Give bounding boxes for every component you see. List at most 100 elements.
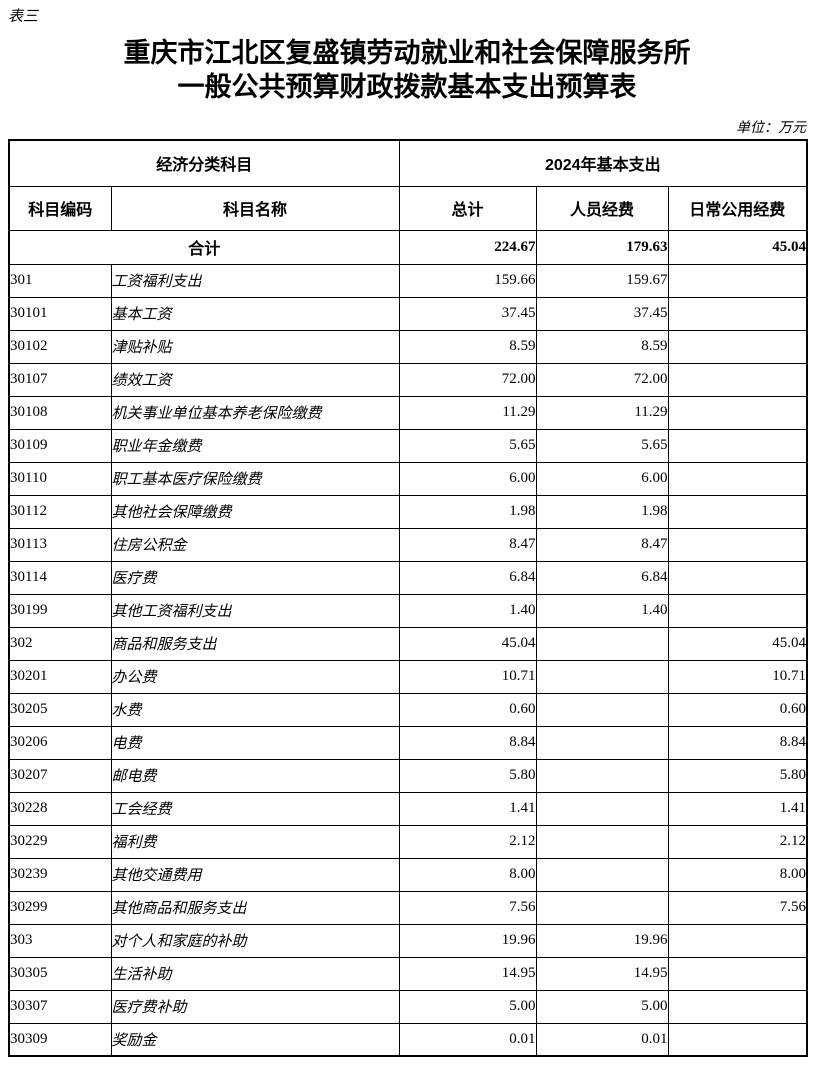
personnel-funds-cell <box>535 791 669 826</box>
daily-public-funds-cell <box>667 593 808 628</box>
subject-name-cell: 职业年金缴费 <box>110 428 400 463</box>
table-row: 30110 职工基本医疗保险缴费 6.00 6.00 <box>8 461 808 496</box>
table-number-tag: 表三 <box>8 9 39 25</box>
personnel-funds-cell <box>535 659 669 694</box>
subject-name-cell: 住房公积金 <box>110 527 400 562</box>
subject-code-cell: 302 <box>8 626 112 661</box>
daily-public-funds-cell: 5.80 <box>667 758 808 793</box>
budget-table: 经济分类科目 2024年基本支出 科目编码 科目名称 总计 人员经费 日常公用经… <box>8 139 809 1057</box>
personnel-funds-cell <box>535 857 669 892</box>
personnel-funds-cell: 11.29 <box>535 395 669 430</box>
total-cell: 159.66 <box>398 263 537 298</box>
daily-public-funds-cell <box>667 428 808 463</box>
subject-code-cell: 30299 <box>8 890 112 925</box>
table-row: 30114 医疗费 6.84 6.84 <box>8 560 808 595</box>
subject-code-cell: 30199 <box>8 593 112 628</box>
table-row: 30228 工会经费 1.41 1.41 <box>8 791 808 826</box>
daily-public-funds-cell: 8.84 <box>667 725 808 760</box>
subject-name-cell: 其他工资福利支出 <box>110 593 400 628</box>
total-cell: 1.98 <box>398 494 537 529</box>
subject-code-cell: 30110 <box>8 461 112 496</box>
subject-name-cell: 机关事业单位基本养老保险缴费 <box>110 395 400 430</box>
personnel-funds-cell <box>535 626 669 661</box>
grand-total-value: 224.67 <box>398 229 537 265</box>
personnel-funds-cell: 1.40 <box>535 593 669 628</box>
page-title-line2: 一般公共预算财政拨款基本支出预算表 <box>177 72 637 102</box>
personnel-funds-cell: 8.59 <box>535 329 669 364</box>
daily-public-funds-cell <box>667 263 808 298</box>
subject-code-cell: 301 <box>8 263 112 298</box>
total-cell: 45.04 <box>398 626 537 661</box>
personnel-funds-cell: 37.45 <box>535 296 669 331</box>
daily-public-funds-cell: 7.56 <box>667 890 808 925</box>
total-cell: 11.29 <box>398 395 537 430</box>
table-row: 30206 电费 8.84 8.84 <box>8 725 808 760</box>
grand-total-row: 合计 224.67 179.63 45.04 <box>8 229 808 265</box>
daily-public-funds-cell <box>667 395 808 430</box>
subject-code-cell: 303 <box>8 923 112 958</box>
total-cell: 7.56 <box>398 890 537 925</box>
personnel-funds-cell <box>535 758 669 793</box>
subject-code-cell: 30113 <box>8 527 112 562</box>
subject-code-cell: 30108 <box>8 395 112 430</box>
subject-code-cell: 30307 <box>8 989 112 1024</box>
personnel-funds-cell: 0.01 <box>535 1022 669 1057</box>
personnel-funds-cell <box>535 890 669 925</box>
daily-public-funds-cell <box>667 923 808 958</box>
total-cell: 6.00 <box>398 461 537 496</box>
daily-public-funds-cell <box>667 461 808 496</box>
daily-public-funds-cell <box>667 527 808 562</box>
subject-code-cell: 30305 <box>8 956 112 991</box>
table-row: 30239 其他交通费用 8.00 8.00 <box>8 857 808 892</box>
table-row: 30229 福利费 2.12 2.12 <box>8 824 808 859</box>
subject-name-cell: 工资福利支出 <box>110 263 400 298</box>
subject-name-cell: 职工基本医疗保险缴费 <box>110 461 400 496</box>
header-group-row: 经济分类科目 2024年基本支出 <box>8 139 808 187</box>
table-row: 30109 职业年金缴费 5.65 5.65 <box>8 428 808 463</box>
total-cell: 0.60 <box>398 692 537 727</box>
personnel-funds-cell: 6.84 <box>535 560 669 595</box>
personnel-funds-cell: 5.65 <box>535 428 669 463</box>
subject-code-cell: 30206 <box>8 725 112 760</box>
personnel-funds-cell: 14.95 <box>535 956 669 991</box>
total-cell: 5.80 <box>398 758 537 793</box>
table-row: 30108 机关事业单位基本养老保险缴费 11.29 11.29 <box>8 395 808 430</box>
subject-name-cell: 对个人和家庭的补助 <box>110 923 400 958</box>
subject-name-cell: 津贴补贴 <box>110 329 400 364</box>
table-row: 30101 基本工资 37.45 37.45 <box>8 296 808 331</box>
personnel-funds-cell: 72.00 <box>535 362 669 397</box>
header-subject-code: 科目编码 <box>8 185 112 231</box>
daily-public-funds-cell: 0.60 <box>667 692 808 727</box>
header-daily-public-funds: 日常公用经费 <box>667 185 808 231</box>
subject-name-cell: 生活补助 <box>110 956 400 991</box>
table-row: 30113 住房公积金 8.47 8.47 <box>8 527 808 562</box>
daily-public-funds-cell <box>667 494 808 529</box>
total-cell: 5.00 <box>398 989 537 1024</box>
daily-public-funds-cell <box>667 956 808 991</box>
daily-public-funds-cell: 8.00 <box>667 857 808 892</box>
daily-public-funds-cell <box>667 329 808 364</box>
total-cell: 8.59 <box>398 329 537 364</box>
subject-code-cell: 30309 <box>8 1022 112 1057</box>
table-row: 30201 办公费 10.71 10.71 <box>8 659 808 694</box>
header-personnel-funds: 人员经费 <box>535 185 669 231</box>
personnel-funds-cell <box>535 692 669 727</box>
subject-name-cell: 办公费 <box>110 659 400 694</box>
subject-code-cell: 30201 <box>8 659 112 694</box>
unit-note: 单位：万元 <box>736 121 806 136</box>
daily-public-funds-cell <box>667 560 808 595</box>
subject-name-cell: 其他社会保障缴费 <box>110 494 400 529</box>
subject-name-cell: 邮电费 <box>110 758 400 793</box>
daily-public-funds-cell <box>667 362 808 397</box>
total-cell: 8.84 <box>398 725 537 760</box>
subject-name-cell: 电费 <box>110 725 400 760</box>
personnel-funds-cell <box>535 725 669 760</box>
table-row: 30309 奖励金 0.01 0.01 <box>8 1022 808 1057</box>
subject-code-cell: 30229 <box>8 824 112 859</box>
personnel-funds-cell <box>535 824 669 859</box>
header-total: 总计 <box>398 185 537 231</box>
subject-name-cell: 其他交通费用 <box>110 857 400 892</box>
header-columns-row: 科目编码 科目名称 总计 人员经费 日常公用经费 <box>8 185 808 231</box>
daily-public-funds-cell: 2.12 <box>667 824 808 859</box>
total-cell: 37.45 <box>398 296 537 331</box>
